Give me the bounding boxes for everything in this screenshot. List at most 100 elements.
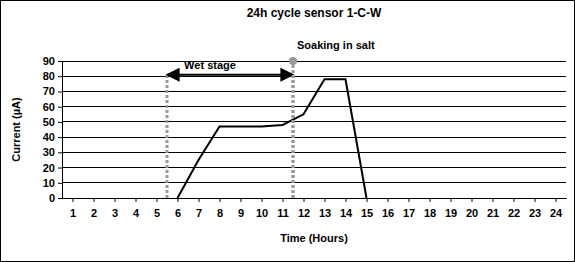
y-tick-label: 10 (43, 177, 55, 189)
y-tick-mark (58, 152, 62, 153)
y-tick-label: 40 (43, 131, 55, 143)
grid-line (62, 106, 566, 107)
y-tick: 80 (43, 70, 62, 82)
x-tick: 12 (298, 198, 310, 219)
x-tick-label: 7 (196, 207, 202, 219)
annotation-label: Soaking in salt (297, 39, 375, 51)
y-tick-label: 30 (43, 146, 55, 158)
chart-border (1, 1, 575, 262)
x-axis-title: Time (Hours) (280, 232, 348, 244)
x-tick-mark (409, 198, 410, 202)
x-axis: 123456789101112131415161718192021222324 (63, 198, 567, 219)
x-tick-label: 6 (175, 207, 181, 219)
x-tick-label: 18 (424, 207, 436, 219)
y-tick: 70 (43, 85, 62, 97)
grid-line (62, 61, 566, 62)
x-tick-mark (241, 198, 242, 202)
x-tick: 19 (445, 198, 457, 219)
y-axis-line (62, 62, 63, 199)
y-axis: 0 10 20 30 40 50 60 70 80 90 (43, 55, 63, 204)
x-tick-label: 22 (508, 207, 520, 219)
y-tick: 20 (43, 162, 62, 174)
x-tick: 20 (466, 198, 478, 219)
y-tick: 90 (43, 55, 62, 67)
x-tick: 3 (112, 198, 118, 219)
x-tick-label: 13 (319, 207, 331, 219)
x-tick: 2 (91, 198, 97, 219)
y-tick-label: 90 (43, 55, 55, 67)
x-tick: 23 (529, 198, 541, 219)
x-tick-label: 17 (403, 207, 415, 219)
x-tick-label: 23 (529, 207, 541, 219)
x-tick: 9 (238, 198, 244, 219)
x-tick-mark (262, 198, 263, 202)
y-tick-mark (58, 76, 62, 77)
grid (62, 61, 566, 198)
x-tick-label: 16 (382, 207, 394, 219)
x-tick-label: 24 (550, 207, 563, 219)
x-tick-mark (325, 198, 326, 202)
x-tick-label: 9 (238, 207, 244, 219)
annotation-label: Wet stage (184, 59, 236, 71)
x-tick-mark (535, 198, 536, 202)
y-tick-label: 20 (43, 162, 55, 174)
x-tick-label: 5 (154, 207, 160, 219)
x-tick-label: 3 (112, 207, 118, 219)
x-tick-mark (367, 198, 368, 202)
x-tick: 16 (382, 198, 394, 219)
x-tick-mark (178, 198, 179, 202)
x-tick-label: 19 (445, 207, 457, 219)
x-tick-label: 2 (91, 207, 97, 219)
y-tick: 50 (43, 116, 62, 128)
x-tick: 5 (154, 198, 160, 219)
y-tick-mark (58, 198, 62, 199)
x-tick: 6 (175, 198, 181, 219)
grid-line (62, 198, 566, 199)
y-tick: 10 (43, 177, 62, 189)
x-tick: 8 (217, 198, 223, 219)
x-tick: 22 (508, 198, 520, 219)
y-tick-mark (58, 137, 62, 138)
x-tick: 4 (133, 198, 140, 219)
grid-line (62, 76, 566, 77)
annotation-marker (289, 57, 297, 65)
grid-line (62, 152, 566, 153)
x-tick: 10 (256, 198, 268, 219)
y-tick-mark (58, 183, 62, 184)
x-tick-mark (472, 198, 473, 202)
grid-line (62, 182, 566, 183)
y-tick-label: 0 (49, 192, 55, 204)
x-tick: 24 (550, 198, 563, 219)
data-line (178, 79, 367, 198)
y-tick: 30 (43, 146, 62, 158)
x-axis-line (63, 198, 567, 199)
x-tick-label: 15 (361, 207, 373, 219)
x-tick-mark (283, 198, 284, 202)
y-tick-mark (58, 168, 62, 169)
x-tick-mark (493, 198, 494, 202)
x-tick-mark (115, 198, 116, 202)
x-tick-mark (94, 198, 95, 202)
y-tick-mark (58, 122, 62, 123)
x-tick: 17 (403, 198, 415, 219)
grid-line (62, 167, 566, 168)
y-tick-mark (58, 107, 62, 108)
y-tick: 60 (43, 101, 62, 113)
x-tick: 15 (361, 198, 373, 219)
x-tick-mark (304, 198, 305, 202)
y-axis-title: Current (µA) (10, 97, 22, 162)
y-tick-label: 50 (43, 116, 55, 128)
x-tick-label: 21 (487, 207, 499, 219)
x-tick-label: 11 (277, 207, 289, 219)
x-tick-label: 10 (256, 207, 268, 219)
grid-line (62, 137, 566, 138)
y-tick-mark (58, 91, 62, 92)
x-tick: 11 (277, 198, 289, 219)
y-tick: 40 (43, 131, 62, 143)
x-tick-mark (388, 198, 389, 202)
x-tick-mark (73, 198, 74, 202)
x-tick: 13 (319, 198, 331, 219)
y-tick: 0 (49, 192, 62, 204)
y-tick-label: 70 (43, 85, 55, 97)
x-tick-mark (514, 198, 515, 202)
